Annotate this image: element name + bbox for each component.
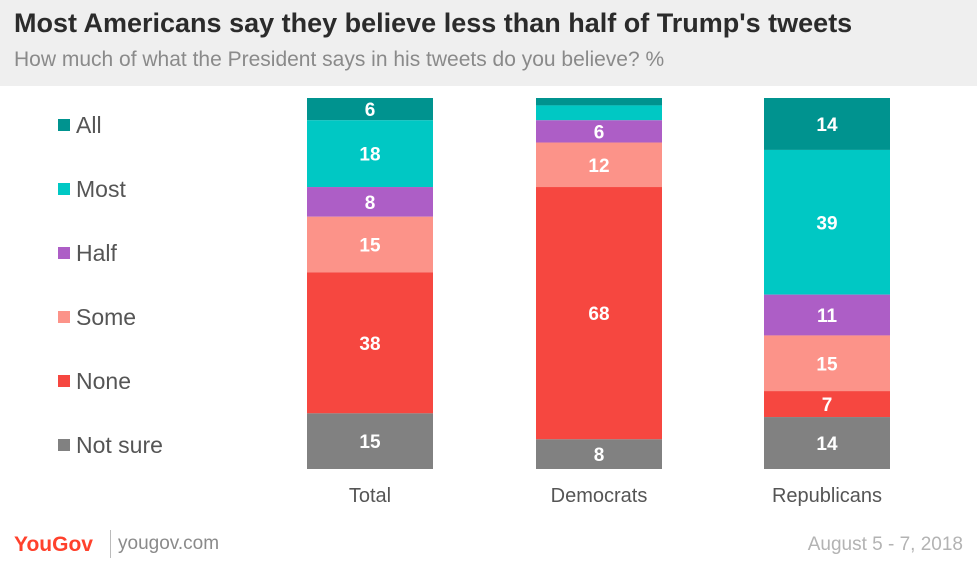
- bar-total-all: [307, 98, 433, 121]
- legend-label-half: Half: [76, 239, 117, 266]
- chart-title: Most Americans say they believe less tha…: [14, 8, 853, 38]
- footer-divider: [110, 530, 111, 558]
- legend-swatch-none: [58, 375, 70, 387]
- data-label-republicans-some: 15: [816, 354, 838, 375]
- legend-item-all: All: [58, 110, 102, 140]
- footer-site: yougov.com: [118, 533, 220, 554]
- data-label-total-all: 6: [365, 100, 376, 121]
- data-label-total-half: 8: [365, 193, 376, 214]
- data-label-total-some: 15: [359, 236, 381, 257]
- bar-democrats-most: [536, 105, 662, 121]
- bar-republicans-not-sure: [764, 417, 890, 469]
- bar-democrats-half: [536, 120, 662, 143]
- data-label-republicans-half: 11: [817, 306, 838, 327]
- bar-democrats-all: [536, 98, 662, 106]
- legend-swatch-all: [58, 119, 70, 131]
- bar-total-most: [307, 120, 433, 188]
- legend-item-none: None: [58, 366, 131, 396]
- data-label-democrats-none: 68: [588, 304, 609, 325]
- bar-democrats-not-sure: [536, 439, 662, 469]
- bar-total-not-sure: [307, 413, 433, 469]
- data-label-republicans-most: 39: [816, 213, 837, 234]
- legend-item-half: Half: [58, 238, 117, 268]
- bar-republicans-most: [764, 149, 890, 295]
- bar-republicans-all: [764, 98, 890, 150]
- legend-item-some: Some: [58, 302, 136, 332]
- footer-date: August 5 - 7, 2018: [807, 534, 963, 555]
- bar-total-none: [307, 272, 433, 414]
- bar-total-half: [307, 187, 433, 217]
- header-band: Most Americans say they believe less tha…: [0, 0, 977, 86]
- legend-item-most: Most: [58, 174, 126, 204]
- chart-subtitle: How much of what the President says in h…: [14, 48, 665, 71]
- data-label-republicans-all: 14: [816, 115, 838, 136]
- category-label-democrats: Democrats: [551, 485, 648, 507]
- data-label-democrats-not-sure: 8: [594, 445, 605, 466]
- bar-republicans-none: [764, 391, 890, 418]
- legend-label-none: None: [76, 367, 131, 394]
- yougov-logo: YouGov: [14, 533, 93, 556]
- legend-swatch-not-sure: [58, 439, 70, 451]
- bar-democrats-some: [536, 142, 662, 188]
- bar-total-some: [307, 216, 433, 273]
- legend-label-most: Most: [76, 175, 126, 202]
- bar-democrats-none: [536, 187, 662, 440]
- legend-label-all: All: [76, 111, 102, 138]
- data-label-republicans-not-sure: 14: [816, 434, 838, 455]
- data-label-democrats-some: 12: [588, 156, 609, 177]
- legend-item-not-sure: Not sure: [58, 430, 163, 460]
- legend-swatch-most: [58, 183, 70, 195]
- legend-swatch-some: [58, 311, 70, 323]
- bar-republicans-half: [764, 294, 890, 336]
- data-label-total-not-sure: 15: [359, 432, 381, 453]
- legend-label-some: Some: [76, 303, 137, 330]
- bar-republicans-some: [764, 335, 890, 392]
- category-label-republicans: Republicans: [772, 485, 882, 507]
- data-label-total-most: 18: [359, 145, 380, 166]
- data-label-republicans-none: 7: [822, 395, 833, 416]
- legend-swatch-half: [58, 247, 70, 259]
- category-label-total: Total: [349, 485, 391, 507]
- data-label-total-none: 38: [359, 334, 380, 355]
- legend-label-not-sure: Not sure: [76, 431, 163, 458]
- data-label-democrats-half: 6: [594, 122, 605, 143]
